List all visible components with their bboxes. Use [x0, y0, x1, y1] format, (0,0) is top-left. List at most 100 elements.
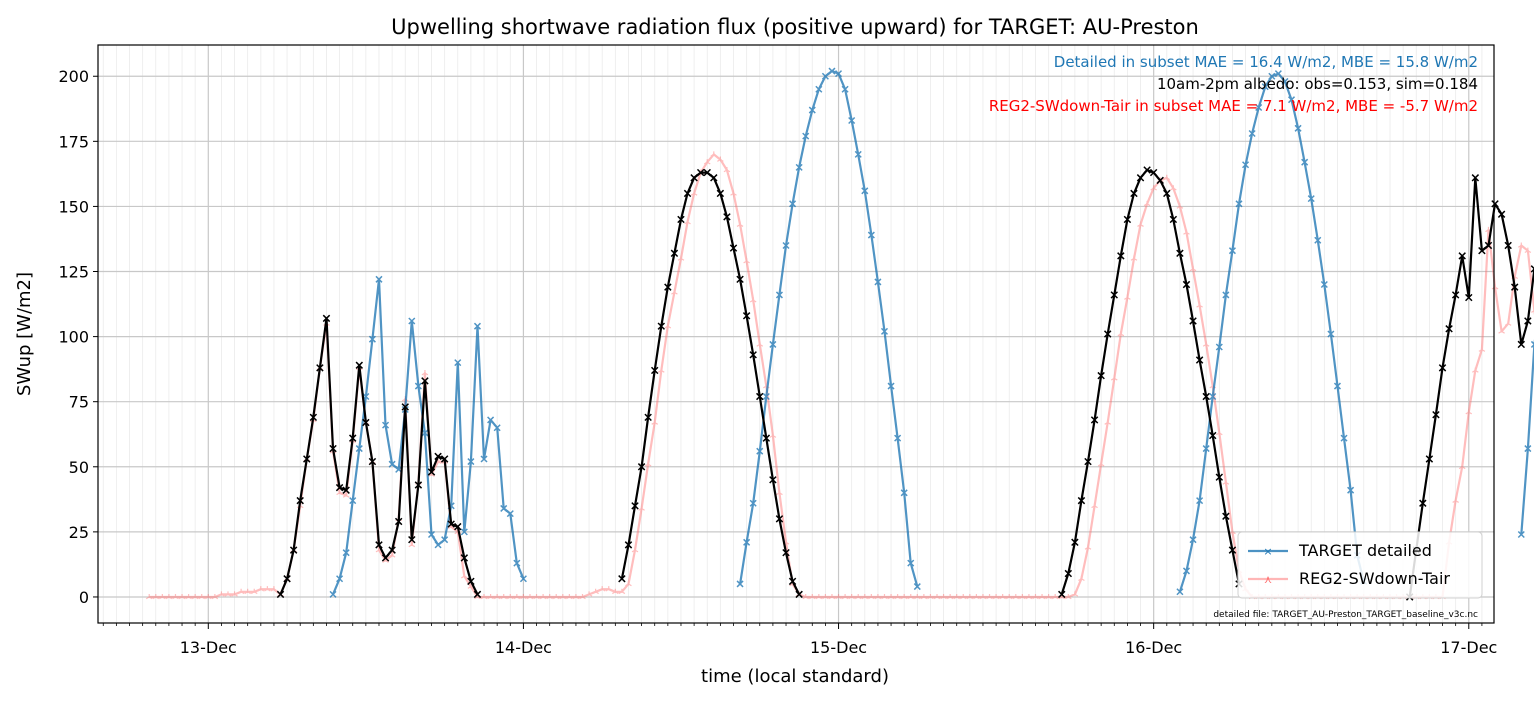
data-point-obs	[1103, 330, 1112, 338]
data-point-reg2	[749, 297, 757, 303]
data-point-obs	[1123, 215, 1132, 224]
data-point-reg2	[861, 593, 869, 600]
data-point-obs	[683, 189, 692, 198]
data-point-obs	[795, 590, 803, 599]
legend-label-reg2: REG2-SWdown-Tair	[1299, 569, 1450, 588]
data-point-detailed	[782, 241, 790, 250]
data-point-obs	[716, 189, 725, 198]
data-point-reg2	[1504, 320, 1512, 326]
data-point-reg2	[1117, 331, 1125, 337]
data-point-reg2	[644, 461, 652, 467]
data-point-obs	[1222, 512, 1230, 520]
data-point-reg2	[1163, 174, 1171, 181]
data-point-reg2	[671, 289, 678, 295]
data-point-detailed	[1202, 445, 1210, 453]
data-point-reg2	[342, 492, 350, 498]
data-point-reg2	[651, 419, 659, 425]
data-point-obs	[710, 174, 718, 182]
data-point-reg2	[500, 593, 508, 600]
y-tick-label: 175	[58, 132, 89, 151]
data-point-reg2	[572, 593, 580, 600]
data-point-reg2	[756, 341, 764, 347]
data-point-obs	[1149, 168, 1158, 177]
data-point-reg2	[178, 593, 186, 600]
data-point-reg2	[198, 593, 206, 600]
data-point-obs	[703, 168, 711, 177]
data-point-reg2	[1130, 255, 1138, 261]
data-point-reg2	[513, 593, 521, 600]
data-point-reg2	[592, 588, 599, 595]
data-point-detailed	[355, 445, 363, 453]
data-point-obs	[375, 541, 383, 549]
data-point-reg2	[717, 156, 724, 162]
y-tick-label: 75	[69, 393, 89, 412]
data-point-reg2	[533, 593, 540, 600]
data-point-reg2	[1465, 409, 1473, 415]
data-point-detailed	[1235, 200, 1243, 208]
x-tick-label: 17-Dec	[1440, 638, 1497, 657]
data-point-reg2	[1051, 593, 1059, 600]
data-point-reg2	[618, 588, 626, 595]
data-point-obs	[1182, 280, 1191, 289]
data-point-detailed	[1530, 340, 1534, 348]
data-point-reg2	[421, 370, 429, 376]
data-point-detailed	[1182, 567, 1191, 575]
data-point-obs	[1130, 189, 1138, 198]
data-point-reg2	[559, 593, 567, 600]
legend-marker-reg2-icon: ⋏	[1264, 573, 1272, 586]
data-point-reg2	[1189, 265, 1197, 272]
data-point-detailed	[1274, 70, 1282, 78]
data-point-obs	[644, 413, 652, 422]
data-point-obs	[1090, 416, 1099, 424]
data-point-obs	[1064, 569, 1073, 578]
data-point-obs	[1445, 325, 1453, 333]
data-point-obs	[283, 575, 291, 583]
data-point-obs	[1071, 538, 1079, 547]
data-point-obs	[631, 502, 639, 510]
data-point-reg2	[677, 255, 685, 261]
data-point-obs	[742, 312, 751, 320]
data-point-detailed	[434, 541, 442, 549]
data-point-reg2	[638, 505, 645, 511]
data-point-reg2	[1452, 497, 1459, 503]
data-point-obs	[1484, 241, 1493, 250]
data-point-detailed	[913, 583, 921, 591]
data-point-obs	[454, 522, 462, 531]
data-point-reg2	[986, 593, 993, 600]
data-point-detailed	[1307, 195, 1315, 203]
data-point-detailed	[1196, 497, 1204, 505]
data-point-detailed	[743, 538, 751, 546]
data-point-reg2	[218, 591, 225, 597]
data-point-reg2	[1005, 593, 1013, 600]
y-axis-label: SWup [W/m2]	[14, 272, 35, 396]
data-point-reg2	[1038, 593, 1046, 600]
data-point-reg2	[1498, 328, 1505, 334]
data-point-detailed	[848, 116, 856, 125]
data-point-obs	[421, 377, 429, 385]
data-point-reg2	[159, 593, 166, 600]
data-point-reg2	[1478, 346, 1486, 352]
data-point-obs	[434, 452, 442, 461]
data-point-reg2	[185, 593, 192, 600]
data-point-reg2	[815, 593, 823, 600]
data-point-obs	[1097, 371, 1105, 380]
data-point-reg2	[1065, 593, 1072, 600]
data-point-reg2	[684, 219, 691, 225]
data-point-reg2	[920, 593, 928, 600]
data-point-detailed	[349, 497, 357, 505]
data-point-reg2	[927, 593, 934, 600]
data-point-obs	[782, 548, 790, 557]
data-point-reg2	[1012, 593, 1020, 600]
data-point-obs	[276, 590, 285, 599]
data-point-detailed	[388, 460, 396, 468]
data-point-detailed	[460, 528, 468, 536]
data-point-obs	[1504, 241, 1512, 250]
data-point-obs	[368, 457, 377, 466]
data-point-reg2	[894, 593, 901, 600]
data-point-obs	[1215, 473, 1224, 481]
data-point-obs	[1202, 392, 1210, 401]
data-point-reg2	[546, 593, 553, 600]
data-point-detailed	[1524, 445, 1532, 453]
data-point-obs	[756, 392, 764, 401]
x-tick-label: 13-Dec	[180, 638, 237, 657]
